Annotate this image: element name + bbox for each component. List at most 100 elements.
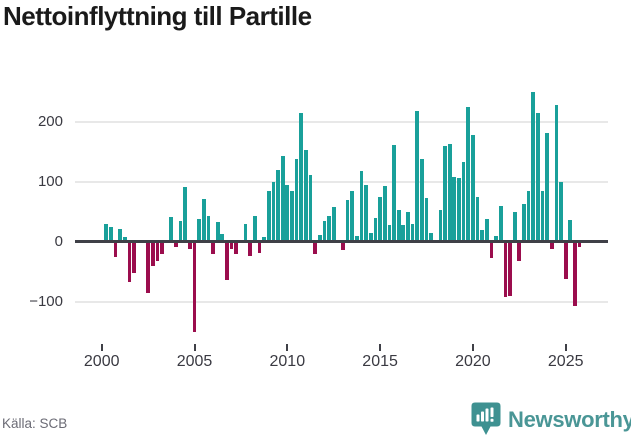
gridline--100 — [75, 300, 608, 303]
bar-2015q2 — [382, 186, 387, 242]
bar-2004q4 — [188, 241, 192, 249]
bar-2006q2 — [215, 221, 220, 242]
bar-2022q2 — [512, 211, 517, 242]
bar-2002q3 — [146, 241, 150, 293]
bar-2011q3 — [313, 241, 317, 254]
bar-2020q4 — [484, 218, 489, 242]
bar-2005q4 — [206, 215, 211, 242]
bar-2009q4 — [280, 155, 285, 242]
bar-2007q1 — [229, 241, 234, 249]
x-axis-label-2020: 2020 — [455, 353, 491, 370]
bar-2021q2 — [494, 236, 498, 242]
bar-2008q4 — [262, 236, 266, 242]
bar-2006q1 — [211, 241, 215, 254]
bar-2008q3 — [257, 241, 262, 253]
bar-2016q4 — [410, 223, 415, 242]
bar-2024q4 — [559, 181, 563, 242]
bar-2025q3 — [573, 241, 577, 306]
bar-2008q2 — [252, 215, 257, 242]
bar-2011q1 — [304, 150, 308, 242]
bar-2024q3 — [554, 104, 559, 242]
bar-2004q2 — [178, 220, 183, 242]
bar-2021q4 — [503, 241, 508, 298]
bar-2015q3 — [387, 225, 392, 242]
bar-2014q1 — [359, 170, 364, 242]
bar-2000q4 — [113, 241, 118, 258]
bar-2015q1 — [378, 197, 382, 242]
bar-2013q2 — [345, 199, 350, 242]
bar-2020q1 — [471, 135, 475, 242]
bar-2025q4 — [577, 241, 582, 247]
bar-2018q3 — [443, 145, 447, 242]
bar-2006q3 — [220, 233, 225, 242]
newsworthy-wordmark: Newsworthy — [508, 406, 631, 432]
bar-2016q2 — [401, 225, 406, 242]
bar-2013q3 — [350, 190, 355, 242]
logo-exclamation-stroke — [490, 407, 494, 417]
bar-2024q1 — [545, 132, 549, 242]
y-axis-label--100: −100 — [29, 292, 63, 310]
chart-title: Nettoinflyttning till Partille — [3, 1, 312, 31]
bar-2020q2 — [475, 197, 480, 242]
bar-2022q4 — [522, 203, 526, 242]
bar-2010q2 — [290, 191, 294, 242]
bar-2003q2 — [160, 241, 164, 254]
bar-2003q4 — [169, 216, 174, 242]
bar-2009q1 — [266, 191, 271, 242]
bar-2014q4 — [373, 217, 378, 242]
bar-2007q4 — [243, 224, 248, 242]
y-axis-label-200: 200 — [37, 112, 63, 130]
bar-2022q1 — [508, 241, 512, 297]
bar-2017q2 — [420, 159, 424, 242]
logo-bar-large — [485, 408, 489, 422]
bar-2015q4 — [392, 144, 396, 242]
bar-2014q2 — [364, 185, 369, 242]
x-axis-tick-2020 — [471, 344, 474, 351]
x-axis-zero-line — [75, 240, 608, 243]
bar-2013q4 — [355, 235, 359, 242]
gridline-100 — [75, 180, 608, 183]
bar-2019q4 — [466, 106, 471, 242]
x-axis-label-2015: 2015 — [362, 353, 398, 370]
bar-2019q3 — [461, 161, 466, 242]
bar-2001q4 — [132, 241, 137, 274]
logo-exclamation-dot — [490, 418, 494, 422]
bar-2000q3 — [109, 226, 113, 242]
bar-2001q2 — [123, 236, 127, 242]
x-axis-tick-2010 — [286, 344, 289, 351]
bar-2005q3 — [201, 198, 206, 242]
bar-2005q2 — [197, 218, 201, 242]
x-axis-tick-2025 — [564, 344, 567, 351]
bar-2008q1 — [248, 241, 253, 256]
newsworthy-logo[interactable]: Newsworthy — [471, 402, 631, 437]
bar-2019q2 — [457, 177, 461, 242]
x-axis-label-2025: 2025 — [547, 353, 584, 370]
bar-2014q3 — [368, 232, 373, 242]
bar-2025q1 — [563, 241, 568, 279]
source-note: Källa: SCB — [2, 416, 68, 431]
bar-2012q2 — [327, 216, 331, 242]
bar-2016q1 — [396, 210, 401, 242]
bar-2010q1 — [285, 184, 290, 242]
bar-2009q2 — [271, 181, 276, 242]
bar-2005q1 — [192, 241, 197, 332]
bar-2021q3 — [498, 206, 503, 242]
x-axis-label-2000: 2000 — [83, 353, 120, 370]
y-axis-label-0: 0 — [54, 232, 63, 250]
newsworthy-bubble-chart-icon — [471, 402, 501, 435]
bar-2004q3 — [183, 186, 188, 242]
bar-2025q2 — [568, 219, 573, 242]
bar-2012q1 — [322, 220, 327, 242]
bar-2007q2 — [234, 241, 239, 254]
bar-2001q3 — [127, 241, 132, 283]
bar-2011q2 — [308, 174, 313, 242]
bar-2022q3 — [517, 241, 522, 261]
x-axis-tick-2015 — [379, 344, 382, 351]
bar-2021q1 — [489, 241, 494, 259]
bar-2019q1 — [452, 176, 457, 242]
bar-2017q4 — [429, 233, 433, 242]
x-axis-label-2010: 2010 — [269, 353, 306, 370]
bar-2017q1 — [415, 111, 420, 242]
bar-2024q2 — [549, 241, 554, 249]
